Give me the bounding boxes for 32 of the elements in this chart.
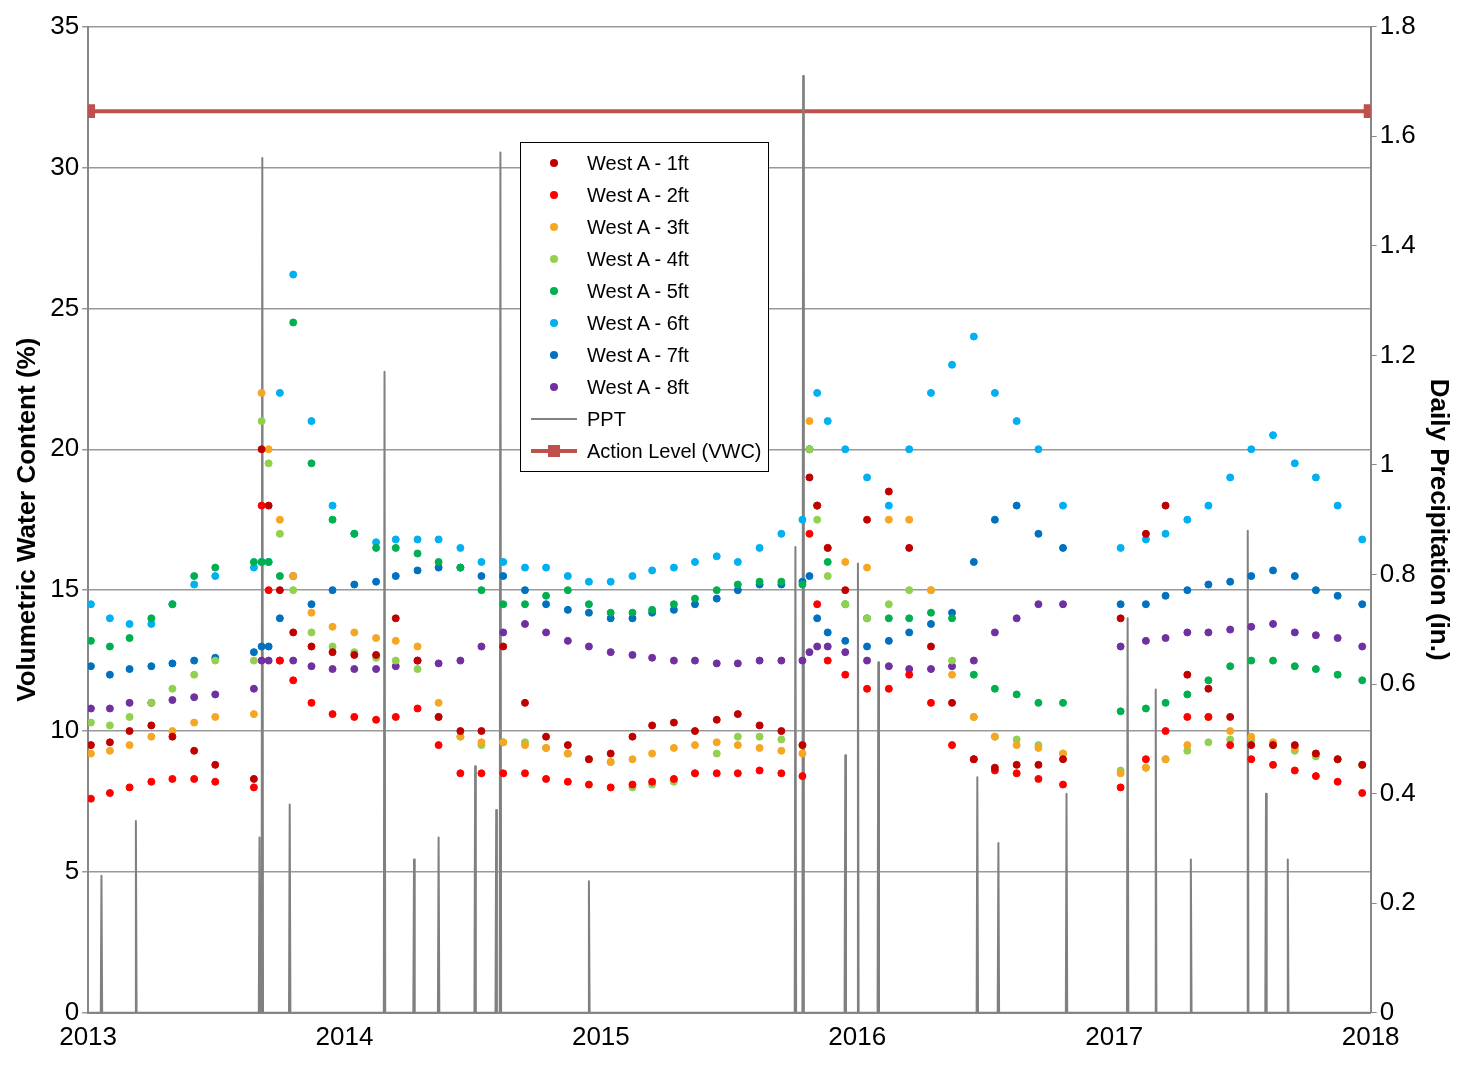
y-tick-label: 5 xyxy=(64,855,80,886)
legend-label: West A - 1ft xyxy=(587,151,689,175)
y2-tick-label: 0.6 xyxy=(1379,667,1416,698)
y-tick-label: 15 xyxy=(50,573,80,604)
y-tick-label: 20 xyxy=(50,432,80,463)
legend-label: West A - 5ft xyxy=(587,279,689,303)
legend-label: West A - 4ft xyxy=(587,247,689,271)
y-axis-title: Volumetric Water Content (%) xyxy=(10,337,41,702)
x-tick-label: 2017 xyxy=(1085,1020,1144,1051)
x-tick-label: 2016 xyxy=(828,1020,887,1051)
y2-tick-label: 1.6 xyxy=(1379,119,1416,150)
legend-label: West A - 7ft xyxy=(587,343,689,367)
y2-tick-label: 1.4 xyxy=(1379,228,1416,259)
y2-axis-title: Daily Precipitation (in.) xyxy=(1425,378,1456,661)
y2-tick-label: 1.2 xyxy=(1379,338,1416,369)
legend-label: West A - 8ft xyxy=(587,375,689,399)
legend-label: Action Level (VWC) xyxy=(587,439,762,463)
y-tick-label: 35 xyxy=(50,9,80,40)
y2-tick-label: 1.8 xyxy=(1379,9,1416,40)
y2-tick-label: 0.4 xyxy=(1379,776,1416,807)
y-tick-label: 10 xyxy=(50,714,80,745)
legend-label: West A - 6ft xyxy=(587,311,689,335)
y2-tick-label: 0.8 xyxy=(1379,557,1416,588)
x-tick-label: 2014 xyxy=(315,1020,374,1051)
y-tick-label: 25 xyxy=(50,291,80,322)
legend-label: PPT xyxy=(587,407,626,431)
y-tick-label: 30 xyxy=(50,150,80,181)
x-tick-label: 2015 xyxy=(571,1020,630,1051)
legend-label: West A - 3ft xyxy=(587,215,689,239)
y2-tick-label: 1 xyxy=(1379,448,1395,479)
legend-label: West A - 2ft xyxy=(587,183,689,207)
y2-tick-label: 0.2 xyxy=(1379,886,1416,917)
